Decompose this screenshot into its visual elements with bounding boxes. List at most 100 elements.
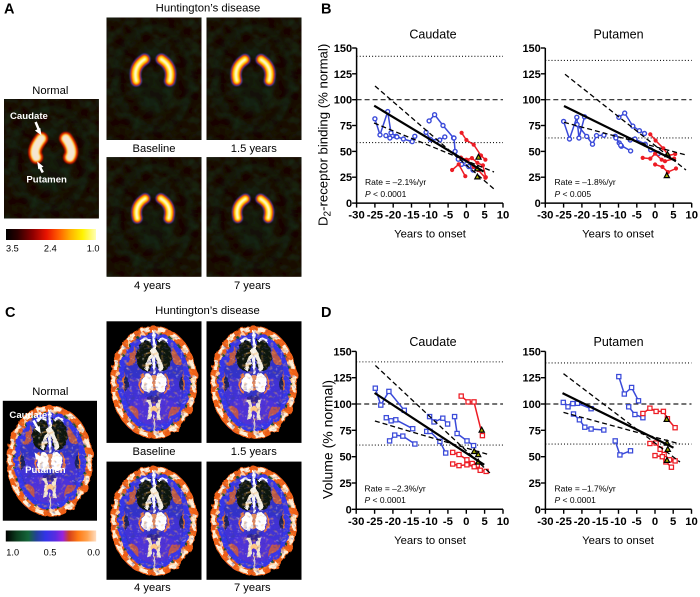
svg-text:-5: -5 bbox=[443, 210, 453, 222]
svg-text:25: 25 bbox=[339, 478, 351, 490]
svg-text:5: 5 bbox=[481, 516, 487, 528]
svg-text:-25: -25 bbox=[366, 516, 382, 528]
svg-text:0: 0 bbox=[346, 504, 352, 516]
svg-text:0: 0 bbox=[463, 516, 469, 528]
svg-text:4 years: 4 years bbox=[134, 280, 171, 292]
svg-text:125: 125 bbox=[334, 69, 352, 81]
svg-text:7 years: 7 years bbox=[234, 280, 271, 292]
svg-text:2.4: 2.4 bbox=[44, 244, 57, 254]
svg-text:P < 0.0001: P < 0.0001 bbox=[365, 189, 407, 199]
svg-text:-15: -15 bbox=[403, 210, 419, 222]
svg-text:-15: -15 bbox=[403, 516, 419, 528]
svg-text:0: 0 bbox=[652, 210, 658, 222]
svg-text:-20: -20 bbox=[385, 516, 401, 528]
svg-text:-5: -5 bbox=[632, 210, 642, 222]
svg-text:P < 0.0001: P < 0.0001 bbox=[555, 495, 597, 505]
svg-text:50: 50 bbox=[339, 452, 351, 464]
svg-text:100: 100 bbox=[522, 95, 540, 107]
svg-text:Volume (% normal): Volume (% normal) bbox=[320, 380, 336, 499]
svg-text:Putamen: Putamen bbox=[25, 465, 66, 476]
svg-text:50: 50 bbox=[529, 146, 541, 158]
svg-text:Caudate: Caudate bbox=[9, 410, 47, 421]
svg-text:75: 75 bbox=[339, 425, 351, 437]
svg-text:Years to onset: Years to onset bbox=[394, 535, 467, 547]
svg-text:25: 25 bbox=[529, 172, 541, 184]
svg-text:25: 25 bbox=[529, 478, 541, 490]
svg-text:125: 125 bbox=[522, 69, 540, 81]
svg-text:100: 100 bbox=[334, 95, 352, 107]
svg-text:1.0: 1.0 bbox=[6, 547, 19, 557]
svg-text:0: 0 bbox=[535, 504, 541, 516]
svg-text:5: 5 bbox=[482, 210, 488, 222]
svg-text:1.0: 1.0 bbox=[87, 244, 100, 254]
svg-text:-20: -20 bbox=[385, 210, 401, 222]
svg-text:10: 10 bbox=[685, 516, 698, 528]
svg-text:-15: -15 bbox=[592, 210, 608, 222]
svg-text:Caudate: Caudate bbox=[10, 111, 48, 122]
svg-text:150: 150 bbox=[334, 43, 352, 55]
svg-text:Rate = –1.7%/yr: Rate = –1.7%/yr bbox=[555, 484, 616, 494]
svg-text:P < 0.005: P < 0.005 bbox=[555, 189, 592, 199]
svg-text:75: 75 bbox=[529, 121, 541, 133]
svg-text:7 years: 7 years bbox=[234, 582, 271, 594]
svg-text:1.5 years: 1.5 years bbox=[231, 143, 277, 155]
svg-text:D: D bbox=[321, 305, 331, 321]
svg-text:100: 100 bbox=[523, 399, 541, 411]
svg-text:-10: -10 bbox=[422, 210, 438, 222]
svg-text:0: 0 bbox=[346, 198, 352, 210]
svg-text:Putamen: Putamen bbox=[593, 335, 643, 349]
svg-text:5: 5 bbox=[670, 516, 676, 528]
svg-text:Caudate: Caudate bbox=[409, 335, 456, 349]
svg-text:Putamen: Putamen bbox=[26, 175, 67, 186]
svg-text:Normal: Normal bbox=[32, 85, 68, 97]
svg-text:P < 0.0001: P < 0.0001 bbox=[365, 495, 407, 505]
svg-text:Huntington’s disease: Huntington’s disease bbox=[156, 3, 261, 15]
svg-text:75: 75 bbox=[529, 425, 541, 437]
svg-text:-30: -30 bbox=[348, 210, 364, 222]
svg-text:75: 75 bbox=[340, 121, 352, 133]
svg-text:3.5: 3.5 bbox=[6, 244, 19, 254]
svg-text:Baseline: Baseline bbox=[133, 143, 176, 155]
svg-text:50: 50 bbox=[529, 452, 541, 464]
svg-text:-25: -25 bbox=[555, 210, 571, 222]
svg-text:-15: -15 bbox=[592, 516, 608, 528]
svg-text:B: B bbox=[321, 2, 331, 18]
svg-text:5: 5 bbox=[670, 210, 676, 222]
svg-text:Baseline: Baseline bbox=[133, 446, 176, 458]
svg-text:1.5 years: 1.5 years bbox=[231, 446, 277, 458]
svg-text:50: 50 bbox=[340, 146, 352, 158]
svg-text:C: C bbox=[5, 305, 16, 321]
svg-text:Huntington’s disease: Huntington’s disease bbox=[155, 305, 260, 317]
svg-text:150: 150 bbox=[333, 346, 351, 358]
svg-text:10: 10 bbox=[685, 210, 698, 222]
svg-text:10: 10 bbox=[497, 516, 510, 528]
svg-text:100: 100 bbox=[333, 399, 351, 411]
svg-text:-10: -10 bbox=[610, 516, 626, 528]
svg-text:-25: -25 bbox=[556, 516, 572, 528]
svg-text:-10: -10 bbox=[610, 210, 626, 222]
svg-text:0.0: 0.0 bbox=[87, 547, 100, 557]
svg-text:Rate = –2.3%/yr: Rate = –2.3%/yr bbox=[365, 484, 426, 494]
svg-text:D2-receptor binding (% normal): D2-receptor binding (% normal) bbox=[316, 44, 334, 226]
svg-text:0.5: 0.5 bbox=[44, 547, 57, 557]
svg-text:Years to onset: Years to onset bbox=[582, 229, 655, 241]
svg-text:-10: -10 bbox=[421, 516, 437, 528]
svg-text:-25: -25 bbox=[367, 210, 383, 222]
svg-text:Rate = –1.8%/yr: Rate = –1.8%/yr bbox=[555, 177, 616, 187]
svg-text:0: 0 bbox=[535, 198, 541, 210]
svg-text:A: A bbox=[4, 2, 15, 18]
svg-text:Normal: Normal bbox=[32, 386, 68, 398]
svg-text:Years to onset: Years to onset bbox=[582, 535, 655, 547]
svg-text:Caudate: Caudate bbox=[409, 28, 456, 42]
svg-text:0: 0 bbox=[463, 210, 469, 222]
svg-text:150: 150 bbox=[523, 346, 541, 358]
svg-text:10: 10 bbox=[497, 210, 510, 222]
svg-text:-30: -30 bbox=[348, 516, 364, 528]
svg-text:125: 125 bbox=[333, 373, 351, 385]
svg-text:-30: -30 bbox=[537, 516, 553, 528]
svg-text:Rate = –2.1%/yr: Rate = –2.1%/yr bbox=[365, 177, 426, 187]
svg-text:25: 25 bbox=[340, 172, 352, 184]
svg-text:150: 150 bbox=[522, 43, 540, 55]
svg-text:Putamen: Putamen bbox=[593, 28, 643, 42]
svg-text:-20: -20 bbox=[574, 516, 590, 528]
